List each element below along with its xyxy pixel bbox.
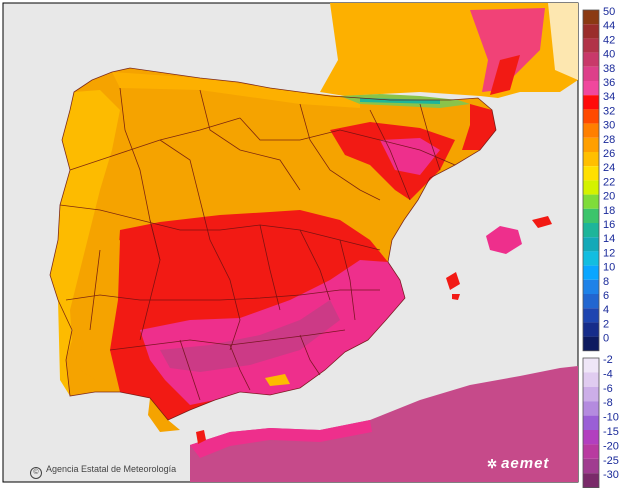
- legend-positive-label-20: 6: [603, 290, 609, 302]
- legend-positive-swatch-18: [583, 265, 599, 280]
- legend-positive-scale: 5044424038363432302826242220181614121086…: [582, 6, 615, 352]
- north-africa: [190, 366, 578, 482]
- legend-positive-swatch-15: [583, 223, 599, 238]
- legend-positive-label-4: 38: [603, 63, 615, 75]
- legend-positive-swatch-19: [583, 279, 599, 294]
- legend-negative-swatch-4: [583, 415, 599, 430]
- legend-positive-label-12: 22: [603, 176, 615, 188]
- ebro-valley-very-hot: [380, 138, 440, 175]
- legend-positive-swatch-23: [583, 336, 599, 351]
- legend-positive-swatch-17: [583, 251, 599, 266]
- legend-positive-swatch-22: [583, 322, 599, 337]
- cantabrian-strip: [112, 72, 360, 108]
- legend-negative-swatch-2: [583, 386, 599, 402]
- legend-negative-label-6: -20: [603, 440, 619, 452]
- legend-negative-label-2: -6: [603, 383, 613, 395]
- legend-positive-swatch-12: [583, 180, 599, 195]
- legend-positive-swatch-10: [583, 152, 599, 167]
- legend-positive-swatch-0: [583, 10, 599, 25]
- legend-positive-label-15: 16: [603, 219, 615, 231]
- legend-positive-label-7: 32: [603, 105, 615, 117]
- portugal-interior: [80, 240, 120, 380]
- france-south-hot: [490, 55, 520, 95]
- legend-positive-swatch-13: [583, 194, 599, 209]
- legend-positive-swatch-11: [583, 166, 599, 181]
- credit-text: © Agencia Estatal de Meteorología: [30, 464, 176, 479]
- aemet-logo: ✲ aemet: [487, 455, 549, 472]
- ceuta-area: [196, 430, 206, 444]
- legend-positive-swatch-6: [583, 95, 599, 110]
- legend-positive-label-0: 50: [603, 6, 615, 18]
- legend-positive-label-10: 26: [603, 148, 615, 160]
- legend-negative-label-4: -10: [603, 412, 619, 424]
- menorca: [532, 216, 552, 228]
- legend-positive-swatch-21: [583, 308, 599, 323]
- north-africa-coast-hot: [190, 420, 372, 458]
- legend-positive-label-8: 30: [603, 120, 615, 132]
- legend-negative-swatch-5: [583, 430, 599, 445]
- legend-negative-label-0: -2: [603, 354, 613, 366]
- copyright-icon: ©: [30, 467, 42, 479]
- legend-negative-swatch-3: [583, 401, 599, 416]
- legend-positive-label-9: 28: [603, 134, 615, 146]
- gibraltar-area: [148, 398, 180, 432]
- legend-positive-label-19: 8: [603, 276, 609, 288]
- legend-negative-swatch-6: [583, 444, 599, 459]
- legend-positive-swatch-5: [583, 81, 599, 96]
- legend-positive-label-21: 4: [603, 304, 609, 316]
- credit-label: Agencia Estatal de Meteorología: [46, 464, 177, 474]
- legend-positive-swatch-8: [583, 123, 599, 138]
- legend-negative-swatch-0: [583, 358, 599, 373]
- guadalquivir-extreme: [160, 300, 340, 372]
- legend-positive-label-16: 14: [603, 233, 615, 245]
- legend-positive-label-1: 44: [603, 20, 615, 32]
- legend-negative-label-3: -8: [603, 397, 613, 409]
- ibiza: [446, 272, 460, 290]
- legend-negative-label-7: -25: [603, 455, 619, 467]
- legend-positive-frame: [582, 9, 600, 352]
- legend-negative-label-1: -4: [603, 368, 613, 380]
- aemet-logo-text: aemet: [501, 455, 550, 472]
- legend-positive-label-22: 2: [603, 318, 609, 330]
- legend-negative-swatch-1: [583, 372, 599, 387]
- legend-positive-label-11: 24: [603, 162, 615, 174]
- legend-negative-label-5: -15: [603, 426, 619, 438]
- legend-positive-swatch-14: [583, 208, 599, 223]
- france-hot-zone: [470, 8, 545, 92]
- legend-negative-swatch-7: [583, 458, 599, 474]
- legend-positive-swatch-9: [583, 137, 599, 152]
- mallorca: [486, 226, 522, 254]
- legend-positive-swatch-1: [583, 24, 599, 39]
- legend-positive-label-5: 36: [603, 77, 615, 89]
- formentera: [452, 294, 460, 300]
- legend-positive-swatch-2: [583, 38, 599, 53]
- legend-positive-label-6: 34: [603, 91, 615, 103]
- legend-positive-swatch-20: [583, 294, 599, 309]
- province-borders: [49, 67, 497, 421]
- legend-negative-frame: [582, 357, 600, 489]
- legend-negative-swatch-8: [583, 473, 599, 488]
- legend-negative-scale: -2 -4 -6 -8 -10 -15 -20 -25 -30: [582, 354, 619, 489]
- legend-positive-label-13: 20: [603, 191, 615, 203]
- legend-negative-label-8: -30: [603, 469, 619, 481]
- catalonia-coast: [462, 104, 496, 150]
- legend-positive-label-17: 12: [603, 247, 615, 259]
- legend-positive-label-18: 10: [603, 262, 615, 274]
- sierra-nevada-cool: [265, 374, 290, 386]
- legend-positive-swatch-4: [583, 66, 599, 81]
- legend-positive-label-14: 18: [603, 205, 615, 217]
- legend-positive-label-3: 40: [603, 49, 615, 61]
- legend-positive-swatch-16: [583, 237, 599, 252]
- france-east-light: [548, 3, 578, 80]
- aemet-logo-icon: ✲: [487, 457, 499, 471]
- legend-positive-label-2: 42: [603, 34, 615, 46]
- legend-positive-label-23: 0: [603, 333, 609, 345]
- legend-positive-swatch-3: [583, 52, 599, 67]
- legend-positive-swatch-7: [583, 109, 599, 124]
